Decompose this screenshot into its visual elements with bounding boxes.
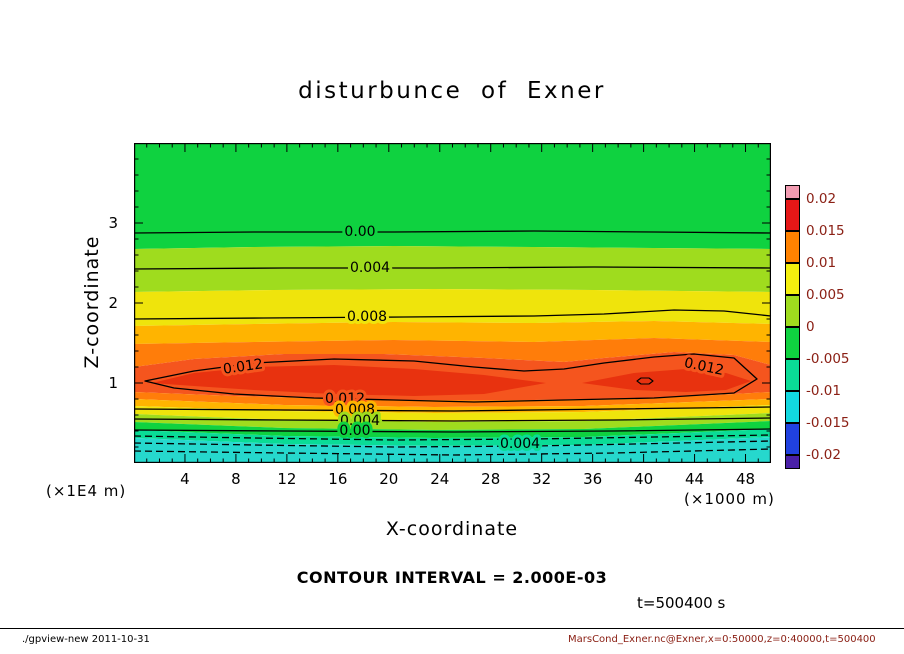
colorbar-segment xyxy=(785,263,800,295)
y-axis-unit: (×1E4 m) xyxy=(46,482,127,500)
x-axis-unit: (×1000 m) xyxy=(684,490,775,508)
contour-line-dashed xyxy=(133,434,772,441)
footer-divider xyxy=(0,628,904,629)
x-tick-label: 36 xyxy=(583,470,603,488)
x-tick-label: 28 xyxy=(481,470,501,488)
contour-label: 0.004 xyxy=(350,260,390,276)
colorbar-segment xyxy=(785,391,800,423)
x-axis-label: X-coordinate xyxy=(385,518,519,540)
x-tick-label: 20 xyxy=(379,470,399,488)
contour-line xyxy=(133,406,772,412)
colorbar-label: 0.01 xyxy=(806,255,837,271)
colorbar-label: 0.015 xyxy=(806,223,845,239)
contour-line xyxy=(133,428,772,433)
contour-line xyxy=(133,266,772,270)
footer-tool-version: ./gpview-new 2011-10-31 xyxy=(22,634,150,645)
contour-fill-core xyxy=(152,365,546,396)
x-tick-label: 16 xyxy=(328,470,348,488)
contour-label: 0.008 xyxy=(335,402,375,418)
x-tick-label: 12 xyxy=(277,470,297,488)
x-tick-label: 32 xyxy=(532,470,552,488)
footer-data-source: MarsCond_Exner.nc@Exner,x=0:50000,z=0:40… xyxy=(568,634,876,645)
colorbar-segment xyxy=(785,231,800,263)
colorbar-segment xyxy=(785,199,800,231)
contour-label: 0.00 xyxy=(344,224,375,240)
fill-band xyxy=(134,246,771,292)
plot-border xyxy=(134,143,771,463)
colorbar-segment xyxy=(785,185,800,199)
colorbar-segment xyxy=(785,295,800,327)
fill-band xyxy=(134,338,771,367)
fill-band xyxy=(134,421,771,438)
colorbar-segment xyxy=(785,327,800,359)
contour-label: 0.00 xyxy=(339,423,370,439)
colorbar-segment xyxy=(785,423,800,455)
fill-band xyxy=(134,289,771,326)
contour-fill-core xyxy=(582,369,751,392)
colorbar-label: -0.01 xyxy=(806,383,841,399)
time-annotation: t=500400 s xyxy=(637,594,726,612)
colorbar-segment xyxy=(785,359,800,391)
colorbar-label: -0.005 xyxy=(806,351,850,367)
colorbar-label: -0.02 xyxy=(806,447,841,463)
x-tick-label: 48 xyxy=(735,470,756,488)
chart-title: disturbunce of Exner xyxy=(298,78,606,104)
x-tick-label: 44 xyxy=(685,470,705,488)
colorbar-label: 0 xyxy=(806,319,815,335)
x-tick-label: 24 xyxy=(430,470,450,488)
fill-band xyxy=(134,321,771,344)
colorbar-label: -0.015 xyxy=(806,415,850,431)
contour-line-dashed xyxy=(133,440,772,448)
contour-line xyxy=(636,377,654,385)
x-tick-label: 40 xyxy=(634,470,654,488)
x-tick-label: 4 xyxy=(180,470,190,488)
contour-line xyxy=(133,417,772,422)
fill-band xyxy=(134,392,771,407)
contour-line xyxy=(144,353,758,403)
fill-band xyxy=(134,143,771,249)
contour-line xyxy=(133,230,772,234)
fill-band xyxy=(134,413,771,430)
fill-band xyxy=(134,429,771,446)
fill-band xyxy=(134,437,771,463)
contour-line-dashed xyxy=(133,448,772,456)
contour-label: 0.008 xyxy=(347,309,387,325)
colorbar-segment xyxy=(785,455,800,469)
contour-label: 0.012 xyxy=(325,391,365,407)
z-tick-label: 1 xyxy=(108,374,118,392)
z-tick-label: 3 xyxy=(108,214,118,232)
x-tick-label: 8 xyxy=(231,470,241,488)
z-tick-label: 2 xyxy=(108,294,118,312)
contour-line xyxy=(133,309,772,320)
contour-label: 0.004 xyxy=(500,436,540,452)
contour-label: 0.004 xyxy=(340,413,380,429)
fill-band xyxy=(134,405,771,422)
colorbar-label: 0.005 xyxy=(806,287,845,303)
contour-interval-text: CONTOUR INTERVAL = 2.000E-03 xyxy=(296,568,608,587)
colorbar-label: 0.02 xyxy=(806,191,837,207)
